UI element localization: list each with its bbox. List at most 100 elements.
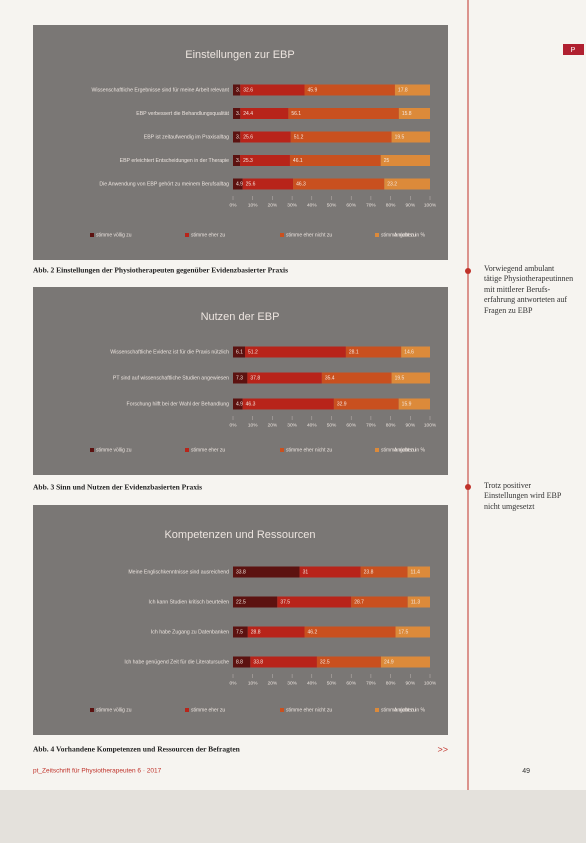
page-number: 49 [522, 768, 530, 775]
value-label: 3.6 [236, 158, 243, 164]
bar-segment [233, 372, 248, 384]
value-label: 37.5 [280, 599, 290, 605]
category-label: Meine Englischkenntnisse sind ausreichen… [128, 569, 229, 575]
legend-label: stimme eher nicht zu [286, 447, 332, 453]
x-tick-label: 90% [405, 422, 415, 428]
bar-segment [304, 84, 395, 96]
value-label: 11.4 [411, 569, 421, 575]
x-tick-label: 90% [405, 680, 415, 686]
value-label: 3.7 [236, 134, 243, 140]
value-label: 46.3 [296, 181, 306, 187]
legend-label: stimme nicht zu [381, 707, 416, 713]
legend-label: stimme eher nicht zu [286, 232, 332, 238]
bar-segment [288, 108, 399, 119]
chart-note: Angaben in % [394, 447, 426, 453]
legend-swatch [185, 708, 189, 712]
bar-segment [395, 626, 430, 638]
value-label: 32.9 [337, 401, 347, 407]
value-label: 22.5 [236, 599, 246, 605]
value-label: 46.2 [308, 629, 318, 635]
bullet [465, 484, 471, 490]
value-label: 15.8 [402, 111, 412, 117]
value-label: 25.6 [243, 134, 253, 140]
value-label: 19.5 [395, 375, 405, 381]
value-label: 7.3 [236, 375, 243, 381]
value-label: 17.8 [398, 87, 408, 93]
x-tick-label: 0% [230, 202, 238, 208]
value-label: 28.1 [349, 349, 359, 355]
legend-swatch [280, 708, 284, 712]
value-label: 35.4 [325, 375, 335, 381]
x-tick-label: 50% [327, 680, 337, 686]
x-tick-label: 20% [268, 680, 278, 686]
value-label: 25.6 [246, 181, 256, 187]
bar-segment [245, 346, 346, 358]
value-label: 28.8 [251, 629, 261, 635]
x-tick-label: 90% [405, 202, 415, 208]
x-tick-label: 70% [366, 422, 376, 428]
bar-segment [391, 131, 430, 143]
bar-segment [240, 108, 289, 119]
figure-caption: Abb. 4 Vorhandene Kompetenzen und Ressou… [33, 745, 241, 754]
x-tick-label: 80% [386, 680, 396, 686]
x-tick-label: 30% [287, 680, 297, 686]
category-label: Forschung hilft bei der Wahl der Behandl… [127, 401, 230, 407]
bar-segment [233, 656, 251, 668]
category-label: Wissenschaftliche Evidenz ist für die Pr… [110, 349, 229, 355]
legend-swatch [90, 448, 94, 452]
x-tick-label: 60% [346, 680, 356, 686]
category-label: Die Anwendung von EBP gehört zu meinem B… [99, 181, 229, 187]
bar-segment [240, 131, 291, 143]
legend-label: stimme völlig zu [96, 447, 132, 453]
category-label: PT sind auf wissenschaftliche Studien an… [113, 375, 229, 381]
section-tag-box [563, 44, 584, 55]
legend-swatch [375, 233, 379, 237]
value-label: 25.3 [243, 158, 253, 164]
x-tick-label: 50% [327, 422, 337, 428]
value-label: 3.7 [236, 87, 243, 93]
x-tick-label: 100% [424, 680, 437, 686]
value-label: 4.9 [236, 181, 243, 187]
bar-segment [247, 626, 305, 638]
value-label: 51.2 [294, 134, 304, 140]
bar-segment [233, 84, 241, 96]
bar-segment [360, 566, 408, 578]
sidebar-note-box: Trotz positiver Einstellungen wird EBP n… [484, 481, 561, 511]
bar-segment [407, 566, 430, 578]
footer-journal: pt_Zeitschrift für Physiotherapeuten 6 ·… [33, 768, 162, 775]
bar-segment [240, 155, 290, 166]
legend-label: stimme eher nicht zu [286, 707, 332, 713]
value-label: 46.3 [246, 401, 256, 407]
value-label: 19.5 [395, 134, 405, 140]
legend-label: stimme nicht zu [381, 447, 416, 453]
category-label: Ich kann Studien kritisch beurteilen [149, 599, 230, 605]
x-tick-label: 50% [327, 202, 337, 208]
x-tick-label: 100% [424, 202, 437, 208]
x-tick-label: 70% [366, 202, 376, 208]
bar-segment [398, 398, 430, 410]
bar-segment [407, 596, 430, 608]
legend-swatch [90, 708, 94, 712]
figure-caption: Abb. 2 Einstellungen der Physiotherapeut… [33, 266, 288, 275]
value-label: 56.1 [291, 111, 301, 117]
value-label: 31 [303, 569, 309, 575]
bar-segment [233, 398, 243, 410]
bar-segment [293, 178, 385, 190]
category-label: Ich habe Zugang zu Datenbanken [151, 629, 229, 635]
category-label: EBP ist zeitaufwendig im Praxisalltag [144, 134, 229, 140]
x-tick-label: 10% [248, 680, 258, 686]
bar-segment [233, 155, 241, 166]
x-tick-label: 10% [248, 202, 258, 208]
legend-swatch [280, 448, 284, 452]
bar-segment [233, 178, 243, 190]
bar-segment [290, 131, 392, 143]
legend-label: stimme eher zu [191, 232, 225, 238]
value-label: 15.9 [402, 401, 412, 407]
value-label: 46.1 [293, 158, 303, 164]
sidebar-note-box: Vorwiegend ambulant tätige Physio­therap… [484, 264, 573, 315]
bar-segment [316, 656, 381, 668]
value-label: 7.5 [236, 629, 243, 635]
value-label: 32.5 [320, 659, 330, 665]
